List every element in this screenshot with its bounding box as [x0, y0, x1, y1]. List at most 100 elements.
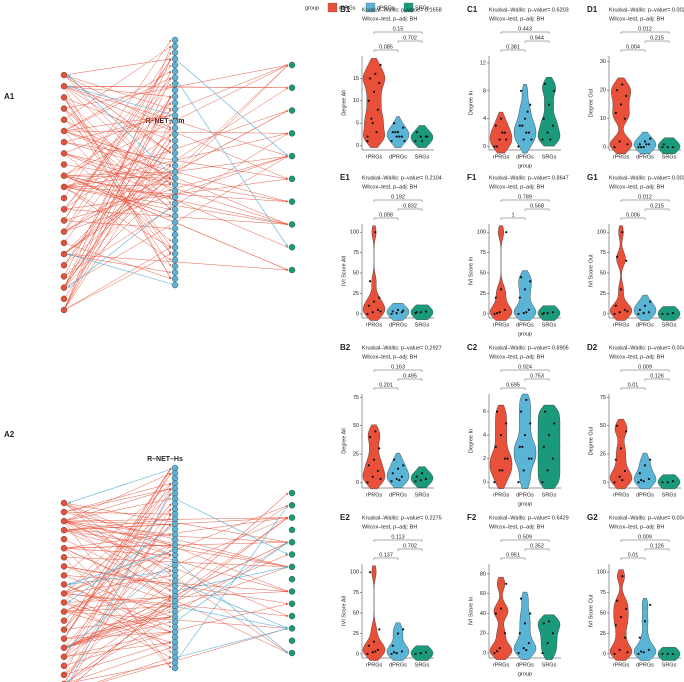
x-axis-label: group	[518, 163, 532, 169]
comparison-label: 0.495	[403, 373, 417, 379]
data-point	[366, 135, 369, 138]
edge	[63, 524, 172, 648]
y-tick-label: 100	[597, 230, 606, 236]
data-point	[541, 651, 544, 655]
panel-subtitle: Wilcox–test, p–adj: BH	[362, 184, 417, 190]
data-point	[372, 640, 376, 643]
data-point	[378, 447, 381, 450]
data-point	[378, 81, 381, 84]
violin	[410, 466, 434, 488]
y-tick-label: 25	[600, 631, 606, 637]
edge	[63, 114, 172, 143]
data-point	[499, 117, 503, 120]
comparison-label: 0.009	[638, 534, 652, 540]
node	[288, 588, 296, 595]
data-point	[366, 481, 369, 484]
data-point	[371, 651, 374, 654]
node	[171, 193, 179, 201]
legend-swatch	[327, 2, 338, 13]
panel-label: C1	[467, 5, 478, 14]
data-point	[505, 138, 508, 141]
node	[60, 94, 68, 101]
edge	[63, 146, 172, 311]
edge	[67, 467, 176, 504]
comparison-label: 0.702	[403, 35, 417, 41]
edge	[63, 641, 172, 658]
edge	[63, 483, 172, 576]
data-point	[542, 622, 545, 625]
x-tick-label: SRGs	[542, 492, 557, 498]
y-tick-label: 50	[353, 423, 359, 429]
data-point	[499, 434, 503, 437]
data-point	[493, 145, 496, 148]
edge	[63, 46, 172, 120]
data-point	[396, 632, 400, 635]
y-tick-label: 20	[600, 88, 606, 94]
x-tick-label: rPRGs	[493, 492, 510, 498]
edge	[63, 602, 172, 658]
y-tick-label: 25	[600, 451, 606, 457]
node	[171, 250, 179, 257]
x-tick-label: dPRGs	[516, 322, 534, 328]
y-tick-label: 0	[483, 144, 486, 150]
comparison-bracket	[620, 539, 670, 542]
node	[288, 221, 296, 228]
x-tick-label: rPRGs	[493, 154, 510, 160]
data-point	[551, 632, 555, 635]
data-point	[647, 143, 651, 146]
comparison-bracket	[500, 31, 550, 34]
data-point	[621, 478, 624, 482]
comparison-label: 0.098	[379, 212, 393, 218]
y-tick-label: 75	[600, 250, 606, 256]
data-point	[546, 131, 549, 134]
node	[288, 637, 296, 644]
comparison-label: 0.789	[518, 194, 532, 200]
data-point	[640, 146, 643, 149]
comparison-label: 0.924	[518, 364, 532, 370]
data-point	[616, 599, 619, 602]
panel-label: D2	[587, 343, 598, 352]
edge	[63, 58, 172, 76]
data-point	[527, 131, 531, 134]
comparison-label: 0.163	[391, 364, 405, 370]
comparison-bracket	[373, 49, 399, 52]
x-tick-label: dPRGs	[636, 662, 654, 668]
node	[171, 105, 179, 113]
data-point	[498, 138, 501, 141]
comparison-bracket	[500, 49, 526, 52]
data-point	[625, 607, 628, 611]
edge	[63, 641, 172, 676]
data-point	[625, 430, 628, 433]
comparison-bracket	[644, 548, 670, 551]
data-point	[503, 632, 506, 635]
y-tick-label: 100	[477, 230, 486, 236]
edge	[174, 541, 289, 623]
data-point	[542, 117, 545, 120]
x-tick-label: rPRGs	[613, 662, 630, 668]
data-point	[496, 649, 499, 653]
data-point	[618, 475, 621, 478]
node	[60, 671, 68, 679]
data-point	[637, 146, 640, 149]
node	[288, 625, 296, 632]
data-point	[647, 648, 651, 651]
node	[288, 175, 296, 183]
x-tick-label: SRGs	[542, 154, 557, 160]
node	[171, 93, 179, 100]
node	[288, 649, 296, 657]
data-point	[415, 311, 418, 314]
data-point	[493, 312, 496, 316]
data-point	[551, 457, 555, 460]
y-tick-label: 75	[353, 395, 359, 401]
edge	[63, 242, 172, 280]
data-point	[393, 651, 396, 654]
data-point	[542, 311, 545, 315]
edge	[63, 134, 172, 210]
panel-label: F1	[467, 173, 477, 182]
edge	[63, 39, 172, 199]
x-tick-label: dPRGs	[389, 154, 407, 160]
comparison-label: 0.951	[506, 552, 520, 558]
node	[171, 80, 179, 88]
network-title: R–NET–Mm	[146, 118, 185, 125]
node	[171, 68, 179, 75]
